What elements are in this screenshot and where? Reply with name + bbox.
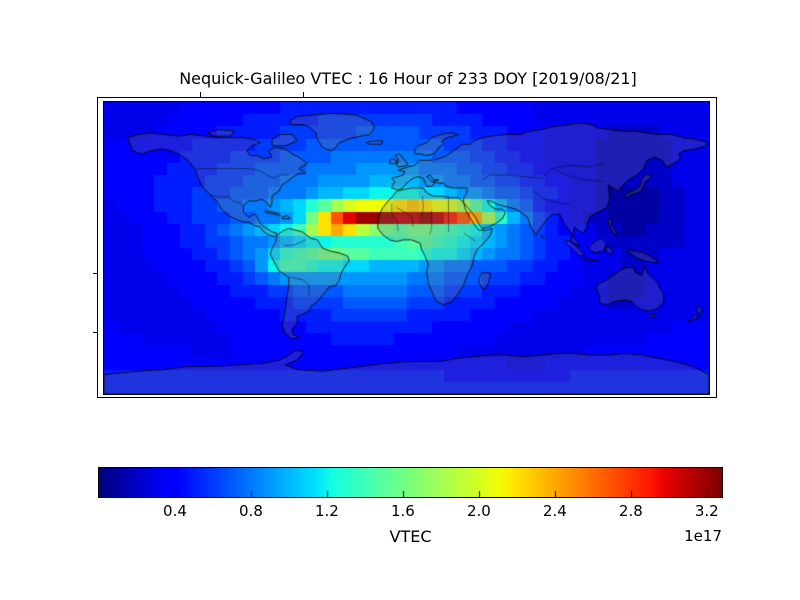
axis-tick — [93, 332, 98, 333]
colorbar-tick-label: 2.8 — [618, 502, 643, 520]
world-map — [103, 101, 710, 395]
colorbar-tick-label: 2.4 — [542, 502, 567, 520]
axis-tick — [93, 273, 98, 274]
vtec-heatmap-canvas — [104, 102, 709, 394]
colorbar-canvas — [99, 468, 722, 497]
colorbar-offset-text: 1e17 — [684, 527, 722, 545]
colorbar-tick-label: 1.2 — [314, 502, 339, 520]
axis-tick — [200, 92, 201, 97]
colorbar-tick-label: 3.2 — [694, 502, 719, 520]
colorbar — [98, 467, 723, 498]
colorbar-label: VTEC — [389, 527, 432, 546]
colorbar-tick-label: 0.4 — [163, 502, 187, 520]
plot-title: Nequick-Galileo VTEC : 16 Hour of 233 DO… — [179, 69, 637, 88]
axis-tick — [303, 92, 304, 97]
colorbar-tick-label: 1.6 — [390, 502, 415, 520]
colorbar-tick-label: 2.0 — [466, 502, 491, 520]
colorbar-tick-label: 0.8 — [239, 502, 263, 520]
